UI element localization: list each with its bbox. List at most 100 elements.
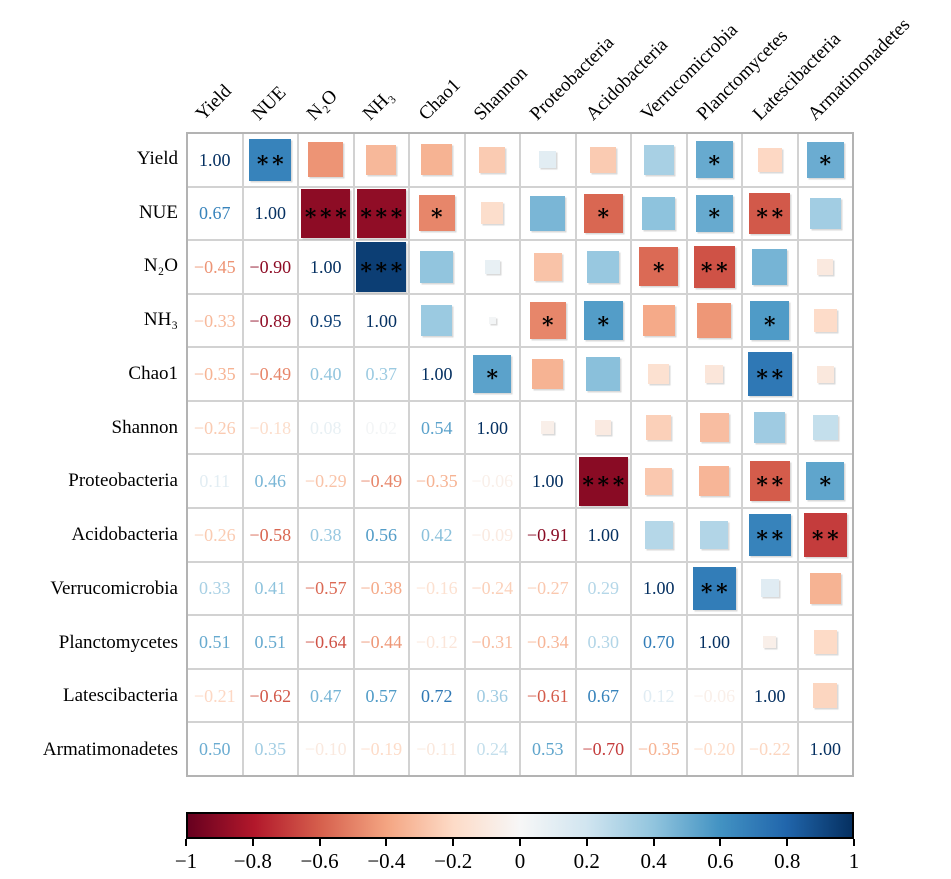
correlation-square bbox=[813, 630, 837, 654]
correlation-square bbox=[642, 196, 676, 230]
correlation-square: ∗∗∗ bbox=[356, 188, 406, 238]
row-label-nue: NUE bbox=[138, 201, 178, 223]
colorbar-tick-label: −0.6 bbox=[300, 849, 339, 873]
cell-yield-yield: 1.00 bbox=[188, 134, 242, 186]
cell-armatimonadetes-nue: 0.35 bbox=[243, 723, 297, 775]
correlation-square: ∗∗∗ bbox=[356, 241, 407, 293]
column-label-nh: NH₃ bbox=[358, 85, 398, 125]
colorbar-tick bbox=[585, 839, 588, 846]
cell-planctomycetes-acidobacteria: 0.30 bbox=[576, 616, 630, 668]
significance-stars: ∗∗ bbox=[754, 521, 785, 548]
cell-planctomycetes-nh: −0.44 bbox=[354, 616, 408, 668]
correlation-square bbox=[817, 258, 834, 276]
significance-stars: ∗∗ bbox=[754, 468, 785, 495]
significance-stars: ∗ bbox=[706, 200, 722, 227]
cell-acidobacteria-nue: −0.58 bbox=[243, 509, 297, 561]
row-label-planctomycetes: Planctomycetes bbox=[58, 631, 178, 653]
cell-acidobacteria-shannon: −0.09 bbox=[465, 509, 519, 561]
correlation-value: 0.46 bbox=[254, 471, 287, 492]
correlation-value: 0.50 bbox=[199, 739, 231, 760]
correlation-value: −0.19 bbox=[360, 739, 403, 760]
cell-planctomycetes-proteobacteria: −0.34 bbox=[521, 616, 575, 668]
cell-latescibacteria-nh: 0.57 bbox=[354, 669, 408, 722]
colorbar-tick-label: 0.6 bbox=[707, 849, 734, 873]
cell-nh-verrucomicrobia bbox=[632, 294, 686, 347]
significance-stars: ∗ bbox=[540, 307, 556, 334]
correlation-value: 0.67 bbox=[199, 203, 231, 224]
correlation-value: 0.47 bbox=[310, 685, 342, 706]
correlation-value: −0.10 bbox=[304, 739, 347, 760]
cell-nh-planctomycetes bbox=[687, 294, 741, 347]
cell-proteobacteria-no: −0.29 bbox=[299, 455, 353, 508]
correlation-square bbox=[530, 195, 566, 231]
significance-stars: ∗∗ bbox=[810, 521, 841, 548]
cell-nue-nh: ∗∗∗ bbox=[354, 187, 408, 240]
colorbar-tick bbox=[318, 839, 321, 846]
correlation-value: 1.00 bbox=[310, 256, 342, 277]
correlation-square bbox=[760, 579, 779, 598]
correlation-square bbox=[366, 144, 397, 175]
cell-nue-latescibacteria: ∗∗ bbox=[743, 187, 797, 240]
correlation-square bbox=[757, 147, 782, 172]
correlation-square: ∗ bbox=[583, 301, 623, 340]
correlation-square bbox=[642, 304, 675, 337]
cell-chao1-acidobacteria bbox=[576, 348, 630, 400]
cell-chao1-yield: −0.35 bbox=[188, 348, 242, 400]
correlation-square bbox=[754, 412, 786, 444]
significance-stars: ∗∗∗ bbox=[302, 200, 349, 227]
cell-nh-armatimonadetes bbox=[798, 294, 852, 347]
correlation-value: −0.06 bbox=[471, 471, 514, 492]
cell-latescibacteria-verrucomicrobia: 0.12 bbox=[632, 669, 686, 722]
cell-no-nue: −0.90 bbox=[243, 241, 297, 293]
correlation-square: ∗∗ bbox=[803, 513, 847, 557]
cell-chao1-no: 0.40 bbox=[299, 348, 353, 400]
significance-stars: ∗∗ bbox=[754, 361, 785, 388]
row-label-armatimonadetes: Armatimonadetes bbox=[42, 739, 178, 761]
column-label-verrucomicrobia: Verrucomicrobia bbox=[637, 19, 743, 125]
correlation-value: −0.91 bbox=[526, 524, 569, 545]
correlation-value: −0.21 bbox=[193, 685, 236, 706]
cell-planctomycetes-chao1: −0.12 bbox=[410, 616, 464, 668]
colorbar-tick bbox=[185, 839, 187, 846]
correlation-value: −0.62 bbox=[249, 685, 292, 706]
row-label-yield: Yield bbox=[136, 147, 178, 169]
cell-no-shannon bbox=[465, 241, 519, 293]
correlation-value: 0.30 bbox=[587, 632, 620, 653]
correlation-value: −0.26 bbox=[193, 417, 236, 438]
correlation-square bbox=[587, 251, 620, 283]
correlation-value: −0.45 bbox=[193, 256, 236, 277]
correlation-value: 0.57 bbox=[365, 685, 398, 706]
significance-stars: ∗ bbox=[706, 146, 722, 173]
cell-armatimonadetes-armatimonadetes: 1.00 bbox=[798, 723, 852, 775]
cell-verrucomicrobia-nue: 0.41 bbox=[243, 562, 297, 615]
correlation-value: −0.44 bbox=[360, 632, 403, 653]
correlation-value: 1.00 bbox=[643, 578, 675, 599]
cell-verrucomicrobia-acidobacteria: 0.29 bbox=[576, 562, 630, 615]
cell-nh-nue: −0.89 bbox=[243, 294, 297, 347]
correlation-square bbox=[809, 198, 841, 229]
correlation-value: 0.70 bbox=[643, 632, 675, 653]
correlation-value: 1.00 bbox=[587, 524, 620, 545]
correlation-value: 0.35 bbox=[254, 739, 287, 760]
correlation-value: 1.00 bbox=[532, 471, 564, 492]
correlation-value: −0.61 bbox=[526, 685, 569, 706]
cell-proteobacteria-shannon: −0.06 bbox=[465, 455, 519, 508]
correlation-square: ∗ bbox=[750, 301, 790, 341]
correlation-square: ∗ bbox=[806, 462, 845, 501]
correlation-value: −0.89 bbox=[249, 310, 292, 331]
cell-chao1-latescibacteria: ∗∗ bbox=[743, 348, 797, 400]
cell-shannon-proteobacteria bbox=[521, 401, 575, 454]
significance-stars: ∗∗∗ bbox=[580, 468, 627, 495]
correlation-value: −0.34 bbox=[526, 632, 569, 653]
colorbar-tick-label: 0 bbox=[514, 849, 526, 873]
colorbar-tick-label: 0.8 bbox=[774, 849, 801, 873]
correlation-square bbox=[697, 303, 732, 338]
correlation-square bbox=[699, 413, 729, 443]
column-label-chao1: Chao1 bbox=[414, 74, 465, 125]
correlation-value: −0.35 bbox=[415, 471, 458, 492]
correlation-value: −0.64 bbox=[304, 632, 347, 653]
cell-proteobacteria-acidobacteria: ∗∗∗ bbox=[576, 455, 630, 508]
cell-verrucomicrobia-no: −0.57 bbox=[299, 562, 353, 615]
cell-acidobacteria-no: 0.38 bbox=[299, 509, 353, 561]
correlation-matrix-grid: 1.00 ∗∗ ∗ ∗ 0.67 1.00 ∗∗∗ ∗∗∗ ∗ ∗ ∗ ∗∗ −0.45 −0.90 1.0… bbox=[186, 132, 854, 777]
